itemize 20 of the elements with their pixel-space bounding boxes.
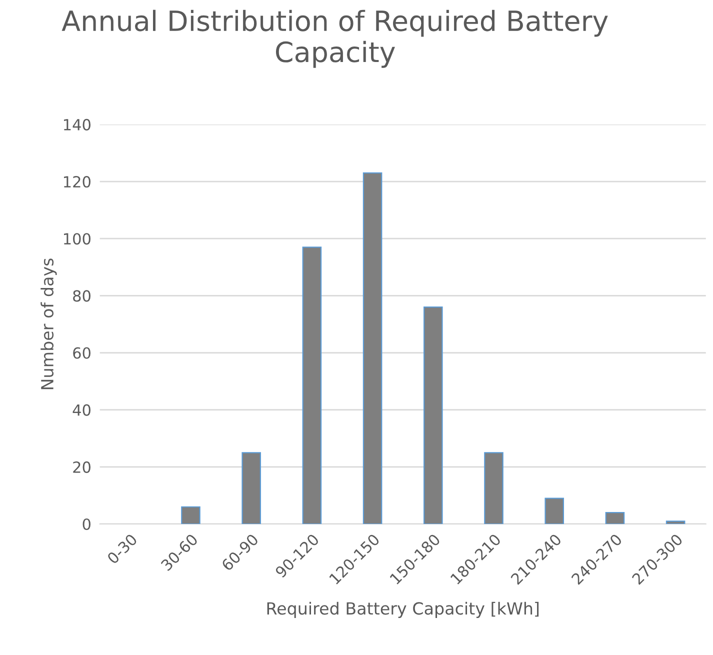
y-tick-label: 120	[64, 176, 90, 188]
bar	[605, 512, 625, 524]
x-axis-title: Required Battery Capacity [kWh]	[267, 602, 539, 618]
y-tick-label: 0	[82, 518, 90, 530]
y-tick-label: 40	[72, 404, 90, 416]
bar	[424, 306, 443, 524]
bar	[484, 452, 504, 524]
chart-title: Annual Distribution of Required Battery Capacity	[62, 10, 608, 68]
y-axis-title: Number of days	[40, 258, 57, 390]
bar	[242, 452, 261, 524]
bar	[544, 498, 564, 524]
bar	[362, 172, 382, 524]
bar	[302, 246, 322, 524]
y-tick-label: 140	[64, 118, 90, 130]
y-tick-label: 100	[64, 233, 90, 245]
y-tick-label: 20	[73, 461, 90, 473]
bar	[181, 506, 200, 524]
y-tick-label: 60	[73, 347, 90, 359]
y-tick-label: 80	[73, 290, 90, 302]
bar	[666, 520, 686, 524]
